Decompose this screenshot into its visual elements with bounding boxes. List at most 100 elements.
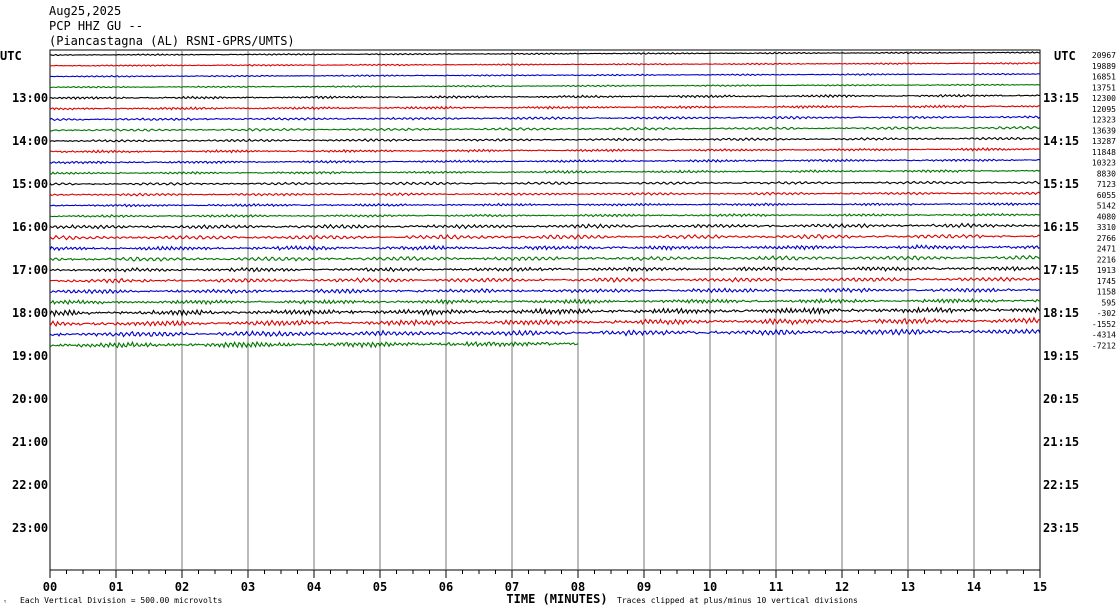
seismic-trace — [49, 297, 1041, 306]
x-tick-label: 05 — [373, 580, 387, 594]
seismic-trace — [49, 147, 1041, 154]
trace-offset-label: -4314 — [1092, 331, 1116, 340]
seismic-trace — [49, 93, 1041, 101]
station-label: PCP HHZ GU -- — [49, 19, 143, 33]
trace-offset-label: 3310 — [1097, 223, 1116, 232]
x-tick-label: 04 — [307, 580, 321, 594]
right-hour-label: 15:15 — [1043, 177, 1079, 191]
right-hour-label: 21:15 — [1043, 435, 1079, 449]
right-hour-label: 18:15 — [1043, 306, 1079, 320]
left-hour-label: 16:00 — [12, 220, 48, 234]
trace-offset-label: 19889 — [1092, 62, 1116, 71]
right-hour-label: 17:15 — [1043, 263, 1079, 277]
seismic-trace — [49, 125, 1041, 132]
footer-scale-note: Each Vertical Division = 500.00 microvol… — [20, 596, 222, 605]
seismic-trace — [49, 243, 1041, 252]
left-hour-label: 19:00 — [12, 349, 48, 363]
x-tick-label: 12 — [835, 580, 849, 594]
seismic-trace — [49, 265, 1041, 273]
left-hour-label: 15:00 — [12, 177, 48, 191]
trace-offset-label: 2766 — [1097, 234, 1116, 243]
x-tick-label: 10 — [703, 580, 717, 594]
left-hour-label: 20:00 — [12, 392, 48, 406]
trace-offset-label: 11848 — [1092, 148, 1116, 157]
right-hour-label: 19:15 — [1043, 349, 1079, 363]
x-tick-label: 00 — [43, 580, 57, 594]
trace-offset-label: 5142 — [1097, 202, 1116, 211]
trace-offset-label: 20967 — [1092, 51, 1116, 60]
trace-offset-label: 1745 — [1097, 277, 1116, 286]
trace-offset-label: 16851 — [1092, 73, 1116, 82]
x-tick-label: 01 — [109, 580, 123, 594]
x-tick-label: 02 — [175, 580, 189, 594]
right-hour-label: 22:15 — [1043, 478, 1079, 492]
seismic-trace — [49, 136, 1041, 143]
x-tick-label: 11 — [769, 580, 783, 594]
x-tick-label: 09 — [637, 580, 651, 594]
x-tick-label: 08 — [571, 580, 585, 594]
trace-offset-label: 8830 — [1097, 169, 1116, 178]
seismic-trace — [49, 169, 1041, 175]
trace-offset-label: 13751 — [1092, 83, 1116, 92]
corner-mark: ᵗ — [3, 599, 7, 607]
left-hour-label: 22:00 — [12, 478, 48, 492]
left-hour-label: 17:00 — [12, 263, 48, 277]
x-tick-label: 15 — [1033, 580, 1047, 594]
labels: 00 01 02 03 04 05 06 07 08 09 10 11 12 13 14 15 TIME (MI… — [0, 49, 1116, 607]
trace-offset-label: 2471 — [1097, 245, 1116, 254]
right-hour-label: 16:15 — [1043, 220, 1079, 234]
trace-offset-label: 1158 — [1097, 288, 1116, 297]
right-hour-label: 20:15 — [1043, 392, 1079, 406]
trace-offset-label: 595 — [1102, 298, 1117, 307]
left-hour-label: 13:00 — [12, 91, 48, 105]
seismic-trace — [49, 222, 1041, 230]
seismic-trace — [50, 202, 1041, 208]
seismic-trace — [49, 191, 1041, 197]
trace-offset-label: 13287 — [1092, 137, 1116, 146]
left-hour-label: 23:00 — [12, 521, 48, 535]
footer-clip-note: Traces clipped at plus/minus 10 vertical… — [617, 596, 858, 605]
seismic-trace — [49, 158, 1041, 165]
right-hour-label: 14:15 — [1043, 134, 1079, 148]
trace-offset-label: 12323 — [1092, 116, 1116, 125]
seismic-trace — [49, 51, 1041, 57]
grid — [49, 49, 1041, 578]
seismic-trace — [49, 212, 1041, 219]
seismic-trace — [49, 62, 1041, 67]
seismic-trace — [49, 340, 579, 349]
seismic-trace — [49, 72, 1041, 78]
trace-offset-label: 12095 — [1092, 105, 1116, 114]
seismic-trace — [49, 254, 1041, 262]
seismic-trace — [49, 328, 1041, 338]
trace-offset-label: 2216 — [1097, 255, 1116, 264]
seismic-trace — [49, 83, 1041, 89]
x-tick-label: 13 — [901, 580, 915, 594]
trace-offset-label: -7212 — [1092, 341, 1116, 350]
left-hour-label: 21:00 — [12, 435, 48, 449]
left-hour-label: 18:00 — [12, 306, 48, 320]
seismic-trace — [49, 316, 1041, 327]
trace-offset-label: 7123 — [1097, 180, 1116, 189]
right-utc-label: UTC — [1054, 49, 1076, 63]
x-axis-label: TIME (MINUTES) — [506, 592, 607, 606]
seismic-trace — [49, 276, 1041, 284]
right-hour-label: 23:15 — [1043, 521, 1079, 535]
x-tick-label: 07 — [505, 580, 519, 594]
seismic-trace — [49, 115, 1041, 122]
x-tick-label: 14 — [967, 580, 981, 594]
trace-offset-label: -302 — [1097, 309, 1116, 318]
trace-offset-label: 6055 — [1097, 191, 1116, 200]
seismic-trace — [49, 233, 1041, 241]
trace-offset-label: 10323 — [1092, 159, 1116, 168]
left-utc-label: UTC — [0, 49, 22, 63]
right-hour-label: 13:15 — [1043, 91, 1079, 105]
trace-offset-label: 13639 — [1092, 126, 1116, 135]
x-tick-label: 03 — [241, 580, 255, 594]
x-tick-label: 06 — [439, 580, 453, 594]
seismic-trace — [49, 306, 1041, 318]
trace-offset-label: 4080 — [1097, 212, 1116, 221]
traces — [49, 51, 1041, 349]
trace-offset-label: 12300 — [1092, 94, 1116, 103]
trace-offset-label: 1913 — [1097, 266, 1116, 275]
seismic-trace — [49, 180, 1041, 186]
